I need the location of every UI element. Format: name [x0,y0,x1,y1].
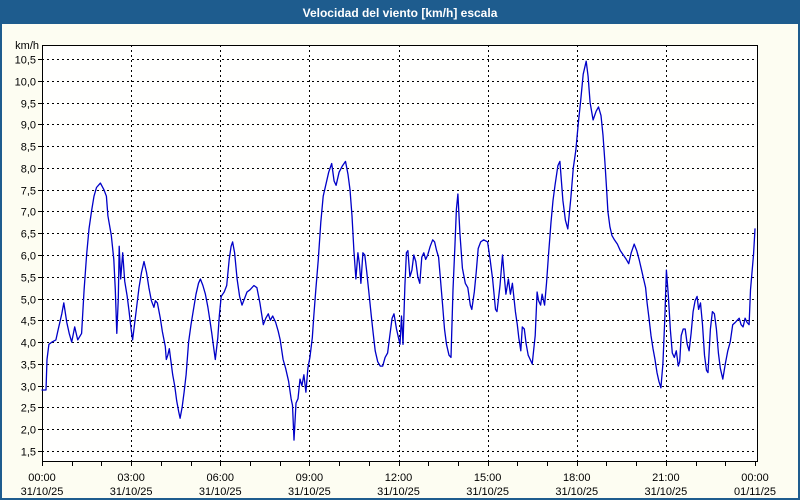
x-tick-date-label: 31/10/25 [21,486,64,498]
y-tick-label: 6,5 [21,229,36,241]
y-tick-label: 2,5 [21,403,36,415]
y-tick-label: 2,0 [21,425,36,437]
y-tick-label: 8,5 [21,142,36,154]
y-axis-unit-label: km/h [15,40,39,52]
y-tick-label: 4,0 [21,338,36,350]
x-minor-ticks [42,462,756,466]
x-tick-time-label: 09:00 [296,472,324,484]
y-tick-label: 5,0 [21,295,36,307]
x-tick-date-label: 31/10/25 [199,486,242,498]
y-tick-label: 4,5 [21,316,36,328]
x-tick-time-label: 00:00 [741,472,769,484]
x-tick-date-label: 31/10/25 [555,486,598,498]
y-tick-label: 10,5 [15,55,36,67]
chart-title: Velocidad del viento [km/h] escala [302,6,498,20]
x-tick-date-label: 31/10/25 [377,486,420,498]
y-ticks [38,59,42,452]
x-tick-time-label: 12:00 [385,472,413,484]
y-tick-label: 6,0 [21,251,36,263]
x-tick-time-label: 03:00 [117,472,145,484]
y-tick-label: 1,5 [21,447,36,459]
chart-area: 1,5 2,0 2,5 3,0 3,5 4,0 4,5 5,0 5,5 6,0 6,5 7,0 7,5 8… [2,24,798,498]
wind-speed-series-line [41,60,756,441]
y-tick-label: 9,0 [21,120,36,132]
y-tick-label: 5,5 [21,273,36,285]
x-tick-labels: 00:00 31/10/25 03:00 31/10/25 06:00 31/10/25 0… [21,472,776,498]
y-tick-label: 10,0 [15,77,36,89]
y-tick-label: 7,0 [21,207,36,219]
x-tick-time-label: 00:00 [28,472,56,484]
x-tick-time-label: 18:00 [563,472,591,484]
x-tick-date-label: 31/10/25 [466,486,509,498]
y-tick-label: 9,5 [21,99,36,111]
y-tick-label: 3,0 [21,382,36,394]
wind-speed-line-chart: 1,5 2,0 2,5 3,0 3,5 4,0 4,5 5,0 5,5 6,0 6,5 7,0 7,5 8… [15,40,776,498]
x-tick-date-label: 31/10/25 [644,486,687,498]
y-tick-labels: 1,5 2,0 2,5 3,0 3,5 4,0 4,5 5,0 5,5 6,0 6,5 7,0 7,5 8… [15,55,36,459]
plot-frame [42,45,758,462]
x-tick-time-label: 15:00 [474,472,502,484]
y-tick-label: 7,5 [21,186,36,198]
x-tick-date-label: 31/10/25 [110,486,153,498]
x-tick-time-label: 06:00 [206,472,234,484]
plot-background [42,45,758,462]
x-tick-date-label: 01/11/25 [734,486,776,498]
x-tick-date-label: 31/10/25 [288,486,331,498]
chart-title-bar: Velocidad del viento [km/h] escala [2,2,798,24]
y-tick-label: 3,5 [21,360,36,372]
y-tick-label: 8,0 [21,164,36,176]
x-tick-time-label: 21:00 [652,472,680,484]
